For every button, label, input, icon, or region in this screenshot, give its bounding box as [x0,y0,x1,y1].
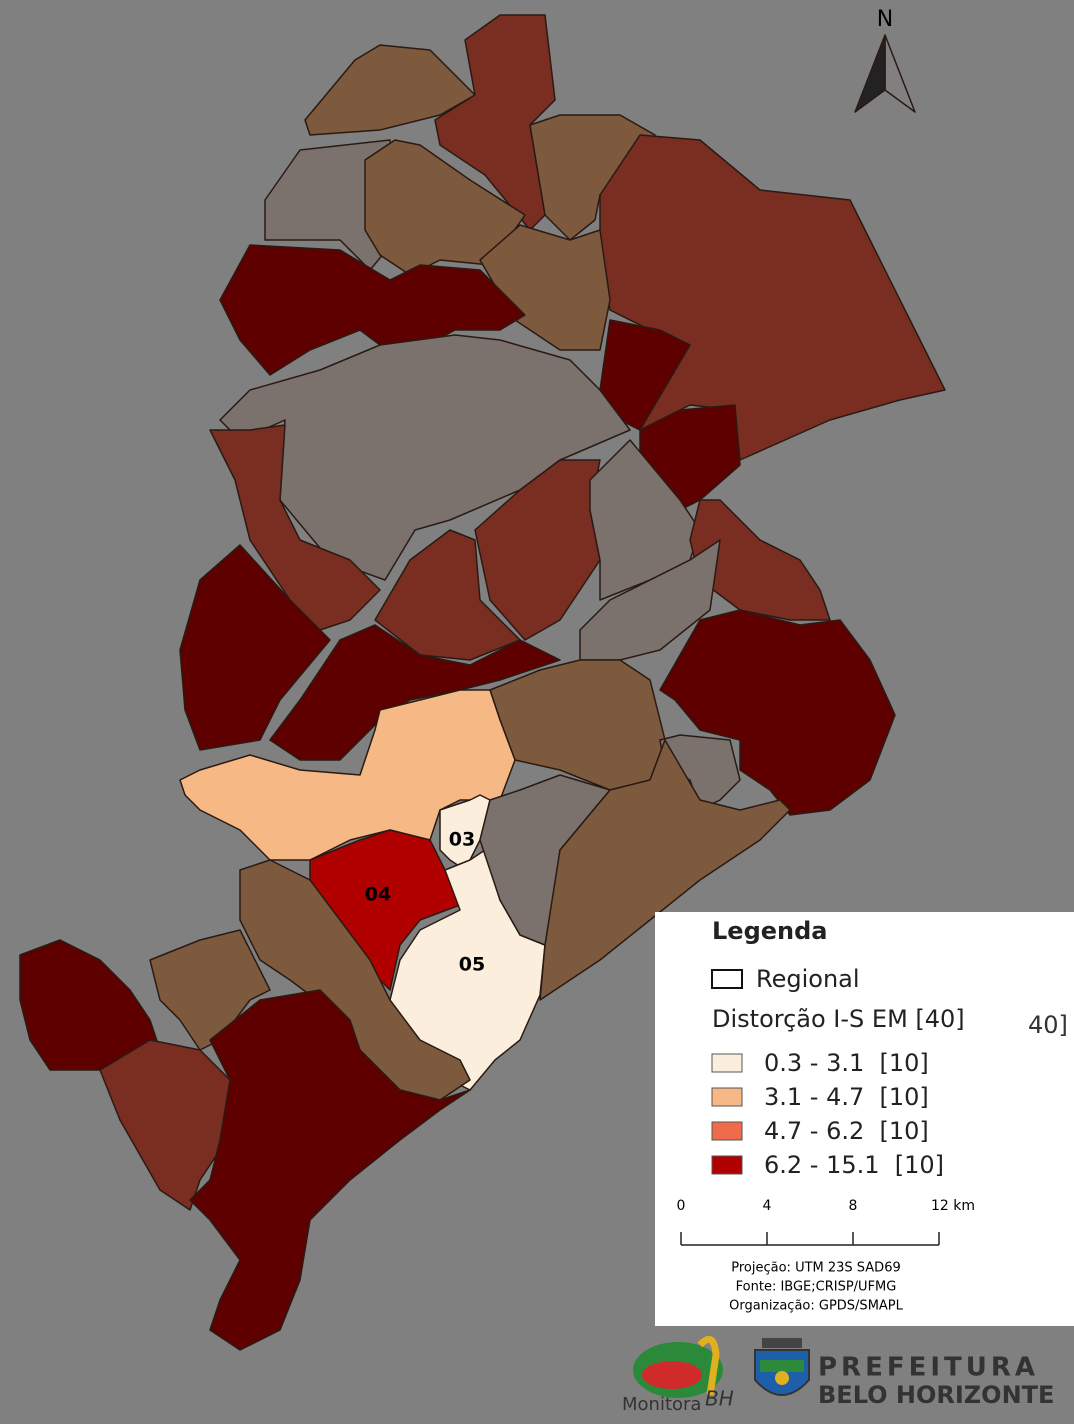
region [374,529,521,661]
note: Fonte: IBGE;CRISP/UFMG [736,1280,897,1295]
legend-swatch [711,969,743,989]
scale-label: 0 [677,1198,686,1214]
region [539,739,791,1001]
note: Projeção: UTM 23S SAD69 [731,1261,900,1276]
region [854,34,886,113]
region [479,224,611,351]
region [239,859,471,1101]
legend-swatch [711,1053,743,1073]
region [884,34,916,113]
north-label: N [877,7,893,32]
logo-text: Monitora [622,1394,701,1415]
scale-label: 4 [763,1198,772,1214]
region [304,44,476,136]
scale-label: 8 [849,1198,858,1214]
region-label: 03 [449,829,475,851]
region-label: 04 [365,884,391,906]
scale-bar [680,1232,940,1246]
legend-swatch [711,1121,743,1141]
region [209,424,381,631]
logo-text: BELO HORIZONTE [818,1381,1054,1409]
legend-item: 0.3 - 3.1 [10] [764,1049,929,1077]
legend-swatch [711,1155,743,1175]
scale-label: 12 km [931,1198,975,1214]
logo-text: PREFEITURA [818,1353,1039,1383]
region [489,659,666,791]
regions [19,14,946,1351]
north-arrow [854,34,916,113]
region [179,544,331,751]
legend-item: Regional [756,965,860,993]
region [189,989,471,1351]
region [269,624,561,761]
logo-text: BH [705,1387,734,1411]
legend-swatch [711,1087,743,1107]
legend-item: 4.7 - 6.2 [10] [764,1117,929,1145]
text-fragment: 40] [1028,1011,1068,1039]
region [219,244,526,376]
region [659,609,896,816]
region [434,14,556,231]
legend-variable: Distorção I-S EM [40] [712,1005,965,1033]
legend-item: 3.1 - 4.7 [10] [764,1083,929,1111]
coat-of-arms [754,1338,810,1396]
legend-item: 6.2 - 15.1 [10] [764,1151,944,1179]
note: Organização: GPDS/SMAPL [729,1299,904,1314]
monitora-logo [633,1335,723,1398]
legend-title: Legenda [712,917,828,945]
region-label: 05 [459,954,485,976]
region [99,1039,231,1211]
